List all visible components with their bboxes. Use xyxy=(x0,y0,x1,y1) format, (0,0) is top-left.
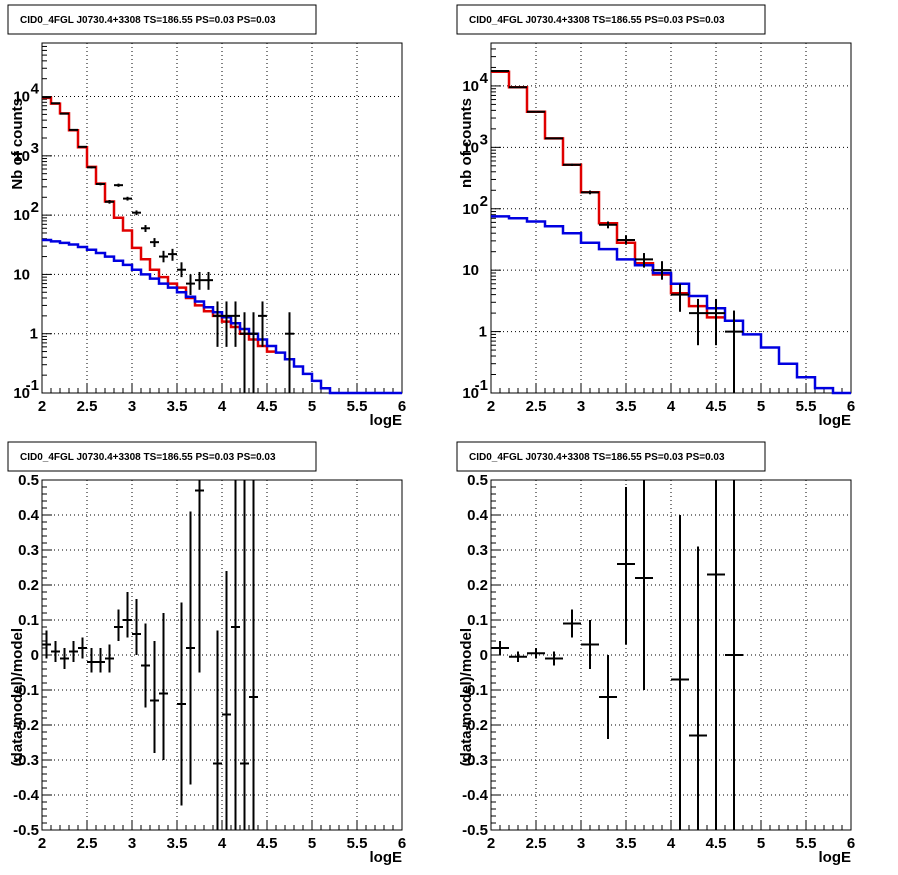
y-tick-label: 10 xyxy=(462,201,479,218)
x-tick-label: 4.5 xyxy=(257,398,278,415)
y-tick-label: 10 xyxy=(462,78,479,95)
x-tick-label: 5 xyxy=(308,835,316,852)
x-tick-label: 2.5 xyxy=(77,835,98,852)
chart-title: CID0_4FGL J0730.4+3308 TS=186.55 PS=0.03… xyxy=(469,15,725,26)
chart-title: CID0_4FGL J0730.4+3308 TS=186.55 PS=0.03… xyxy=(20,15,276,26)
x-axis-title: logE xyxy=(370,412,403,429)
model-histogram-1 xyxy=(42,238,402,395)
x-tick-label: 2.5 xyxy=(526,835,547,852)
chart-title: CID0_4FGL J0730.4+3308 TS=186.55 PS=0.03… xyxy=(20,452,276,463)
y-tick-label: 0.5 xyxy=(18,472,39,489)
y-tick-label: 0 xyxy=(480,647,488,664)
x-tick-label: 3.5 xyxy=(616,835,637,852)
y-tick-label: 10 xyxy=(13,148,30,165)
chart-title-box xyxy=(456,4,766,35)
y-tick-label: 0.1 xyxy=(18,612,39,629)
y-tick-exponent: 2 xyxy=(31,199,39,216)
x-tick-label: 3 xyxy=(577,835,585,852)
x-tick-label: 5.5 xyxy=(796,835,817,852)
x-tick-label: 3.5 xyxy=(167,398,188,415)
y-axis-title: nb of counts xyxy=(458,98,475,188)
y-tick-label: -0.3 xyxy=(13,752,39,769)
y-tick-label: 10 xyxy=(462,385,479,402)
y-tick-label: -0.1 xyxy=(462,682,488,699)
y-tick-label: 1 xyxy=(479,324,487,341)
x-tick-label: 4 xyxy=(218,398,227,415)
x-tick-label: 4.5 xyxy=(706,398,727,415)
x-tick-label: 5.5 xyxy=(796,398,817,415)
x-tick-label: 4.5 xyxy=(257,835,278,852)
y-tick-label: 10 xyxy=(462,262,479,279)
x-tick-label: 2 xyxy=(487,398,495,415)
x-axis-title: logE xyxy=(819,849,852,866)
x-axis-title: logE xyxy=(370,849,403,866)
y-tick-exponent: -1 xyxy=(475,377,488,394)
y-tick-label: 0.5 xyxy=(467,472,488,489)
x-tick-label: 2.5 xyxy=(526,398,547,415)
y-tick-label: 0.2 xyxy=(467,577,488,594)
y-tick-label: -0.4 xyxy=(462,787,489,804)
y-tick-label: 10 xyxy=(462,139,479,156)
x-tick-label: 6 xyxy=(398,398,406,415)
y-tick-label: 0.1 xyxy=(467,612,488,629)
y-tick-label: 0 xyxy=(31,647,39,664)
y-tick-label: -0.3 xyxy=(462,752,488,769)
x-tick-label: 3 xyxy=(577,398,585,415)
chart-title: CID0_4FGL J0730.4+3308 TS=186.55 PS=0.03… xyxy=(469,452,725,463)
x-tick-label: 4 xyxy=(667,835,676,852)
y-tick-label: 10 xyxy=(13,89,30,106)
y-tick-exponent: 2 xyxy=(480,193,488,210)
x-tick-label: 2 xyxy=(38,835,46,852)
y-tick-label: 0.4 xyxy=(18,507,40,524)
x-tick-label: 3.5 xyxy=(167,835,188,852)
x-tick-label: 4 xyxy=(218,835,227,852)
y-tick-label: 0.2 xyxy=(18,577,39,594)
y-tick-label: 10 xyxy=(13,266,30,283)
y-tick-label: -0.1 xyxy=(13,682,39,699)
y-axis-title: Nb of counts xyxy=(9,98,26,190)
y-tick-label: -0.4 xyxy=(13,787,40,804)
x-tick-label: 3 xyxy=(128,835,136,852)
model-histogram-0 xyxy=(42,96,276,353)
y-tick-exponent: 3 xyxy=(480,131,488,148)
y-tick-exponent: 4 xyxy=(31,81,40,98)
chart-title-box xyxy=(7,4,317,35)
y-tick-label: -0.2 xyxy=(462,717,488,734)
x-tick-label: 6 xyxy=(847,835,855,852)
x-tick-label: 4.5 xyxy=(706,835,727,852)
y-tick-label: 10 xyxy=(13,207,30,224)
y-tick-exponent: 4 xyxy=(480,70,489,87)
y-axis-title: (data-model)/model xyxy=(9,628,26,766)
x-tick-label: 5 xyxy=(757,835,765,852)
x-tick-label: 5.5 xyxy=(347,835,368,852)
model-histogram-1 xyxy=(491,215,851,395)
y-tick-exponent: 3 xyxy=(31,140,39,157)
y-tick-label: 1 xyxy=(30,326,38,343)
chart-title-box xyxy=(456,441,766,472)
x-tick-label: 2.5 xyxy=(77,398,98,415)
y-tick-label: -0.2 xyxy=(13,717,39,734)
x-tick-label: 2 xyxy=(38,398,46,415)
y-tick-label: 0.3 xyxy=(18,542,39,559)
y-tick-label: 0.3 xyxy=(467,542,488,559)
chart-title-box xyxy=(7,441,317,472)
x-tick-label: 2 xyxy=(487,835,495,852)
y-tick-label: 0.4 xyxy=(467,507,489,524)
x-tick-label: 3 xyxy=(128,398,136,415)
model-histogram-0 xyxy=(491,70,725,319)
y-tick-label: -0.5 xyxy=(13,822,39,839)
y-axis-title: (data-model)/model xyxy=(458,628,475,766)
y-tick-label: 10 xyxy=(13,385,30,402)
y-tick-label: -0.5 xyxy=(462,822,488,839)
x-tick-label: 3.5 xyxy=(616,398,637,415)
x-tick-label: 6 xyxy=(398,835,406,852)
x-tick-label: 5 xyxy=(757,398,765,415)
x-tick-label: 4 xyxy=(667,398,676,415)
y-tick-exponent: -1 xyxy=(26,377,39,394)
x-tick-label: 5.5 xyxy=(347,398,368,415)
x-tick-label: 5 xyxy=(308,398,316,415)
x-axis-title: logE xyxy=(819,412,852,429)
x-tick-label: 6 xyxy=(847,398,855,415)
